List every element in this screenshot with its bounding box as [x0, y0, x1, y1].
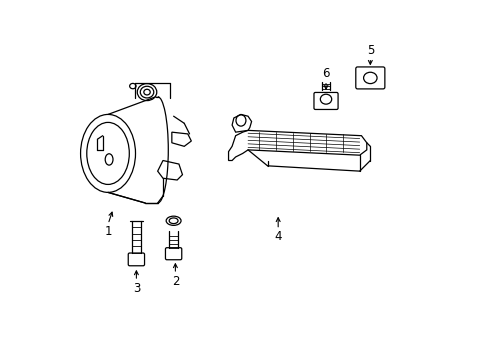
Text: 4: 4	[274, 230, 282, 243]
Text: 6: 6	[322, 67, 329, 80]
Text: 3: 3	[132, 282, 140, 294]
Text: 2: 2	[171, 275, 179, 288]
Text: 1: 1	[104, 225, 112, 238]
Text: 5: 5	[366, 44, 373, 57]
